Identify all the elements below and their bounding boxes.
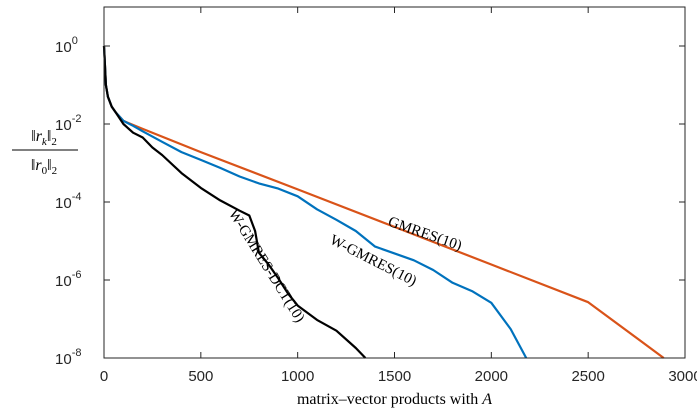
y-tick-label: 10-6 bbox=[55, 269, 81, 290]
x-tick-label: 1000 bbox=[281, 368, 314, 385]
svg-text:‖r0‖2: ‖r0‖2 bbox=[31, 157, 57, 177]
x-tick-label: 2500 bbox=[571, 368, 604, 385]
y-axis: 100 10-2 10-4 10-6 10-8 bbox=[55, 35, 685, 368]
series-layer bbox=[102, 45, 665, 359]
y-tick-label: 10-4 bbox=[55, 191, 81, 212]
x-tick-label: 2000 bbox=[475, 368, 508, 385]
x-tick-label: 0 bbox=[100, 368, 108, 385]
x-axis-title: matrix–vector products with A bbox=[297, 391, 492, 408]
x-axis: 0 500 1000 1500 2000 2500 3000 bbox=[100, 7, 697, 385]
x-tick-label: 1500 bbox=[378, 368, 411, 385]
y-tick-label: 100 bbox=[55, 35, 78, 56]
y-tick-label: 10-2 bbox=[55, 113, 81, 134]
x-tick-label: 500 bbox=[188, 368, 213, 385]
x-tick-label: 3000 bbox=[668, 368, 697, 385]
series-line-2 bbox=[102, 45, 367, 359]
svg-text:‖rk‖2: ‖rk‖2 bbox=[31, 128, 57, 148]
plot-area bbox=[104, 7, 685, 358]
y-tick-label: 10-8 bbox=[55, 347, 81, 368]
y-axis-title: ‖rk‖2 ‖r0‖2 bbox=[12, 128, 78, 177]
